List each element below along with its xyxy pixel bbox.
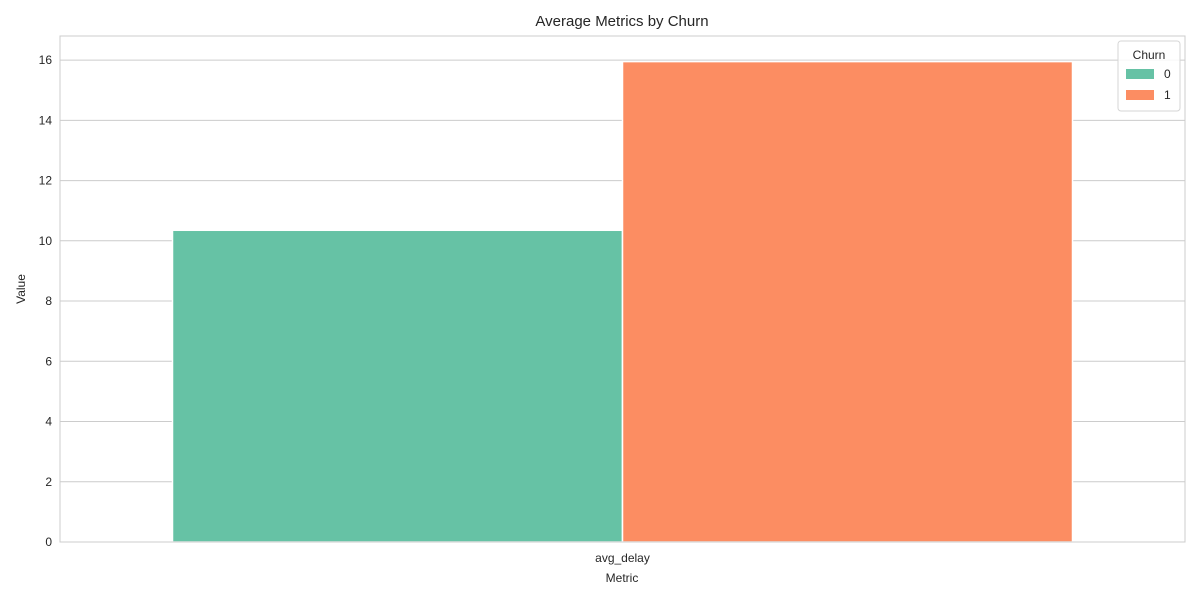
y-axis-ticks: 0 2 4 6 8 10 12 14 16 [39, 53, 53, 549]
x-tick-label: avg_delay [595, 551, 650, 565]
legend-title: Churn [1133, 48, 1166, 62]
y-tick-label: 16 [39, 53, 53, 67]
legend: Churn 0 1 [1117, 40, 1181, 112]
legend-label-0: 0 [1164, 67, 1171, 81]
bar-avg_delay-churn-1 [621, 60, 1074, 543]
y-tick-label: 2 [45, 475, 52, 489]
legend-swatch-0 [1126, 69, 1154, 79]
legend-swatch-1 [1126, 90, 1154, 100]
y-tick-label: 8 [45, 294, 52, 308]
legend-label-1: 1 [1164, 88, 1171, 102]
y-tick-label: 12 [39, 174, 53, 188]
bar-avg_delay-churn-0 [171, 229, 624, 543]
y-tick-label: 14 [39, 113, 53, 127]
y-axis-label: Value [14, 274, 28, 304]
y-tick-label: 10 [39, 234, 53, 248]
y-tick-label: 4 [45, 415, 52, 429]
x-axis-label: Metric [606, 571, 639, 585]
plot-frame [59, 35, 1186, 543]
bars [171, 60, 1074, 543]
chart-title: Average Metrics by Churn [535, 13, 708, 30]
x-axis-ticks: avg_delay [595, 551, 650, 565]
y-tick-label: 6 [45, 354, 52, 368]
y-tick-label: 0 [45, 535, 52, 549]
